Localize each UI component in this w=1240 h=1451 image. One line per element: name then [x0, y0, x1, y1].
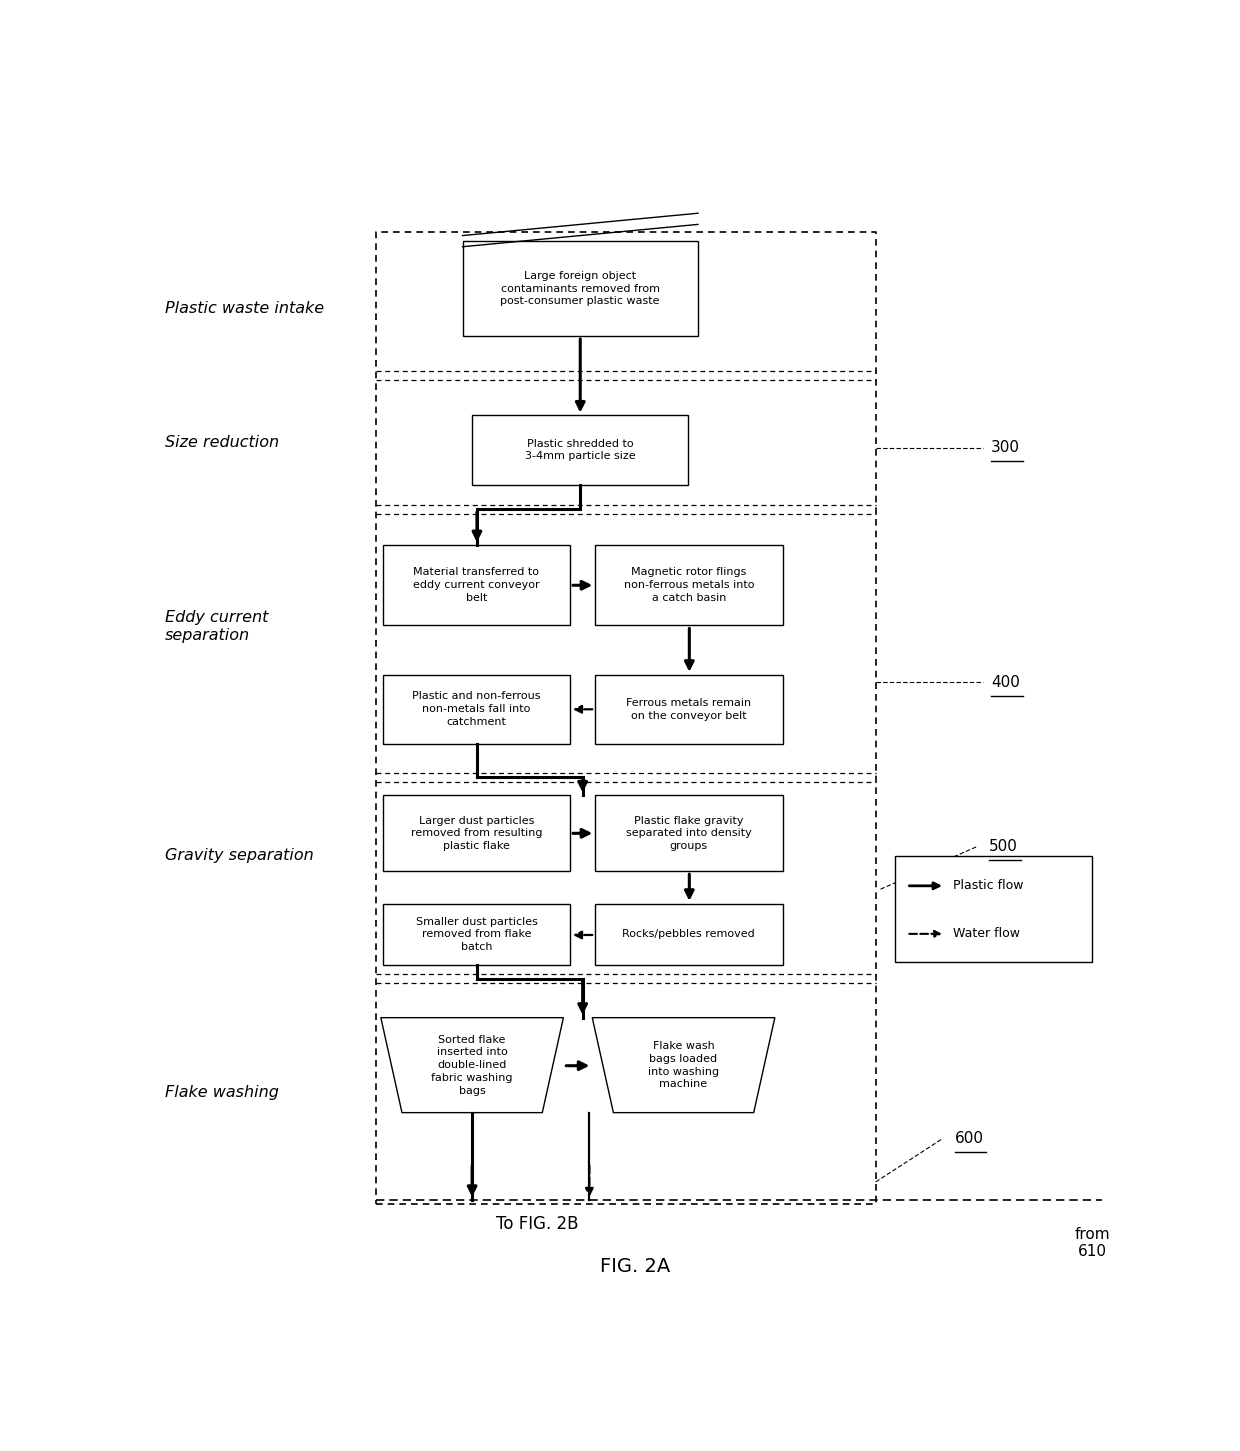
Text: Sorted flake
inserted into
double-lined
fabric washing
bags: Sorted flake inserted into double-lined … — [432, 1035, 513, 1096]
Bar — [895, 856, 1092, 962]
Text: Larger dust particles
removed from resulting
plastic flake: Larger dust particles removed from resul… — [410, 815, 542, 852]
Text: Plastic and non-ferrous
non-metals fall into
catchment: Plastic and non-ferrous non-metals fall … — [412, 692, 541, 727]
Text: Material transferred to
eddy current conveyor
belt: Material transferred to eddy current con… — [413, 567, 539, 604]
Text: Flake washing: Flake washing — [165, 1085, 279, 1100]
Bar — [595, 904, 782, 965]
Text: Water flow: Water flow — [952, 927, 1019, 940]
Text: Plastic flake gravity
separated into density
groups: Plastic flake gravity separated into den… — [626, 815, 751, 852]
Bar — [595, 546, 782, 625]
Text: 600: 600 — [955, 1130, 983, 1146]
Bar — [595, 795, 782, 871]
Bar — [383, 904, 570, 965]
Text: 400: 400 — [991, 675, 1021, 691]
Text: Size reduction: Size reduction — [165, 435, 279, 450]
Text: Gravity separation: Gravity separation — [165, 849, 314, 863]
Bar — [595, 675, 782, 744]
Text: 300: 300 — [991, 440, 1021, 456]
Text: Smaller dust particles
removed from flake
batch: Smaller dust particles removed from flak… — [415, 917, 537, 952]
Bar — [383, 675, 570, 744]
Bar — [472, 415, 688, 485]
Text: FIG. 2A: FIG. 2A — [600, 1258, 671, 1277]
Text: To FIG. 2B: To FIG. 2B — [496, 1216, 579, 1233]
Text: Plastic waste intake: Plastic waste intake — [165, 300, 324, 316]
Bar — [463, 241, 698, 337]
Text: Rocks/pebbles removed: Rocks/pebbles removed — [622, 930, 755, 939]
Polygon shape — [381, 1017, 563, 1113]
Text: Plastic shredded to
3-4mm particle size: Plastic shredded to 3-4mm particle size — [525, 438, 636, 461]
Text: Plastic flow: Plastic flow — [952, 879, 1023, 892]
Text: 500: 500 — [990, 839, 1018, 855]
Bar — [383, 546, 570, 625]
Text: Large foreign object
contaminants removed from
post-consumer plastic waste: Large foreign object contaminants remove… — [501, 271, 660, 306]
Text: Flake wash
bags loaded
into washing
machine: Flake wash bags loaded into washing mach… — [649, 1040, 719, 1090]
Bar — [383, 795, 570, 871]
Text: Magnetic rotor flings
non-ferrous metals into
a catch basin: Magnetic rotor flings non-ferrous metals… — [624, 567, 754, 604]
Text: from
610: from 610 — [1074, 1226, 1110, 1259]
Polygon shape — [593, 1017, 775, 1113]
Text: Ferrous metals remain
on the conveyor belt: Ferrous metals remain on the conveyor be… — [626, 698, 751, 721]
Text: Eddy current
separation: Eddy current separation — [165, 611, 268, 643]
